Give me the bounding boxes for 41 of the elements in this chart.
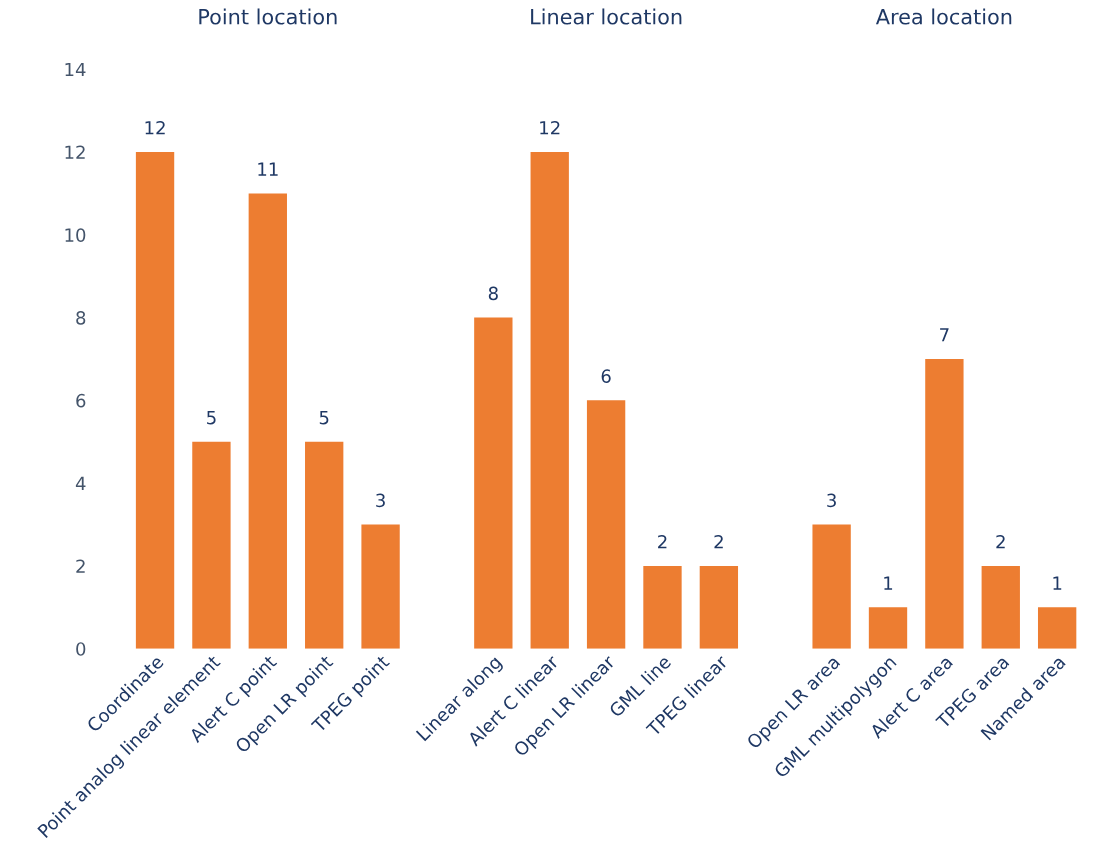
bar [925,358,964,649]
y-tick-label: 10 [65,228,86,242]
text: Point location [199,8,337,25]
bar [586,400,626,649]
bar [305,441,344,649]
data-label: 8 [488,286,498,301]
data-label: 6 [601,369,611,383]
bar [868,607,908,649]
data-label: 3 [827,493,836,508]
bar [248,193,287,649]
data-label: 2 [996,534,1005,549]
data-label: 12 [540,120,560,135]
data-label: 5 [207,410,216,425]
bar [981,565,1020,649]
data-label: 3 [376,493,385,508]
bar [192,441,231,649]
data-label: 12 [145,120,165,135]
y-tick-label: 2 [76,559,85,573]
data-label: 1 [884,576,893,590]
data-label: 1 [1053,576,1062,590]
data-label: 2 [714,534,723,549]
bar [135,151,175,649]
y-tick-label: 0 [76,642,86,656]
data-label: 11 [258,162,278,176]
bar [361,524,400,649]
bar [643,565,682,649]
bar [699,565,739,649]
text: Linear location [531,8,682,25]
bar [812,524,851,649]
text: Area location [875,8,1012,25]
data-label: 5 [319,410,329,425]
bar [530,151,569,649]
y-tick-label: 4 [75,476,86,491]
bar [1037,607,1077,649]
y-tick-label: 14 [65,62,86,77]
y-tick-label: 6 [76,393,86,408]
y-tick-label: 12 [65,145,85,159]
bar [474,317,513,649]
data-label: 7 [940,328,949,342]
data-label: 2 [658,534,667,549]
y-tick-label: 8 [76,311,86,325]
